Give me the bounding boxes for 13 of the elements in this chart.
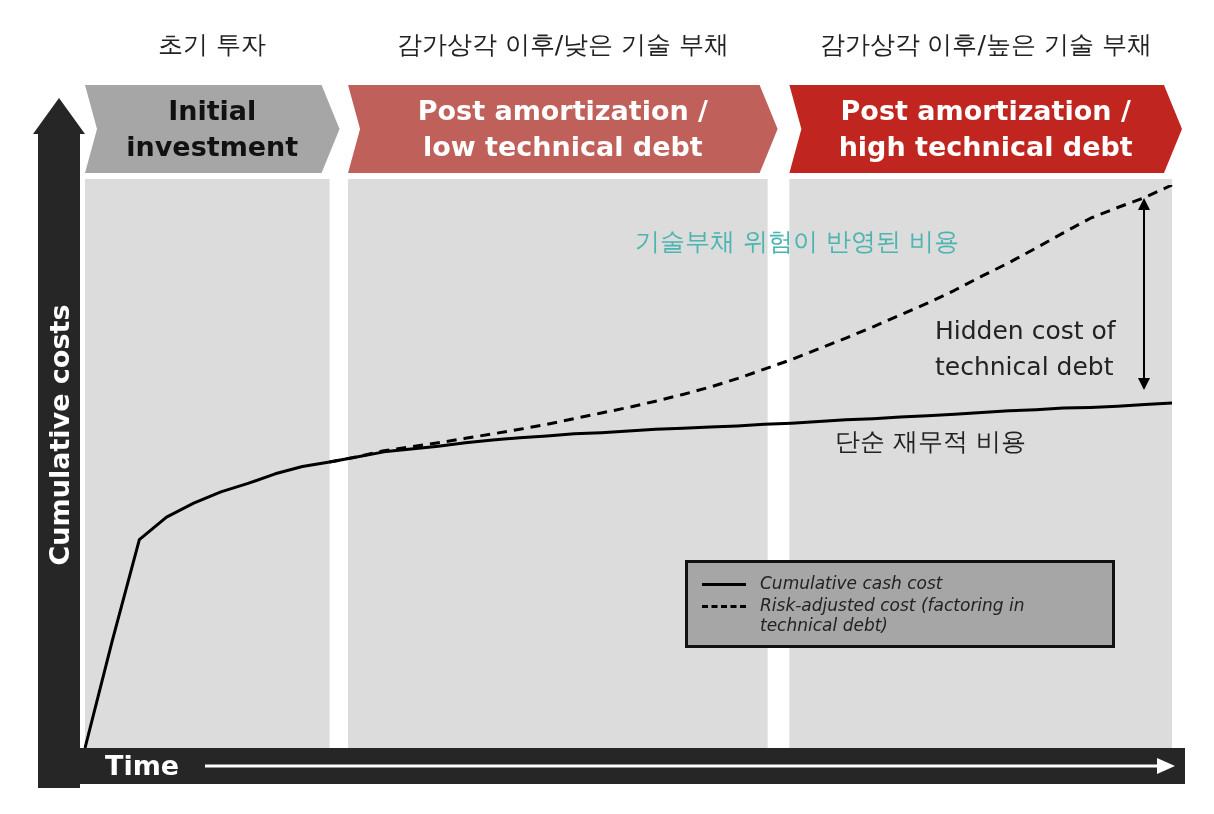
legend-label: Cumulative cash cost [760, 573, 943, 593]
annotation: 단순 재무적 비용 [835, 426, 1026, 458]
text: 감가상각 이후/낮은 기술 부채 [395, 29, 730, 61]
text: 초기 투자 [158, 30, 267, 59]
y-axis-title: Cumulative costs [43, 304, 75, 566]
annotation: 기술부채 위험이 반영된 비용 [635, 226, 959, 258]
text: Post amortization / low technical debt [348, 85, 778, 173]
text: Initial investment [85, 85, 340, 173]
annotation: Hidden cost of technical debt [935, 315, 1117, 383]
x-axis-title: Time [105, 749, 180, 783]
text: 감가상각 이후/높은 기술 부채 [818, 29, 1153, 61]
text: Post amortization / high technical debt [789, 85, 1182, 173]
legend-label: Risk-adjusted cost (factoring in technical debt) [760, 595, 1026, 635]
